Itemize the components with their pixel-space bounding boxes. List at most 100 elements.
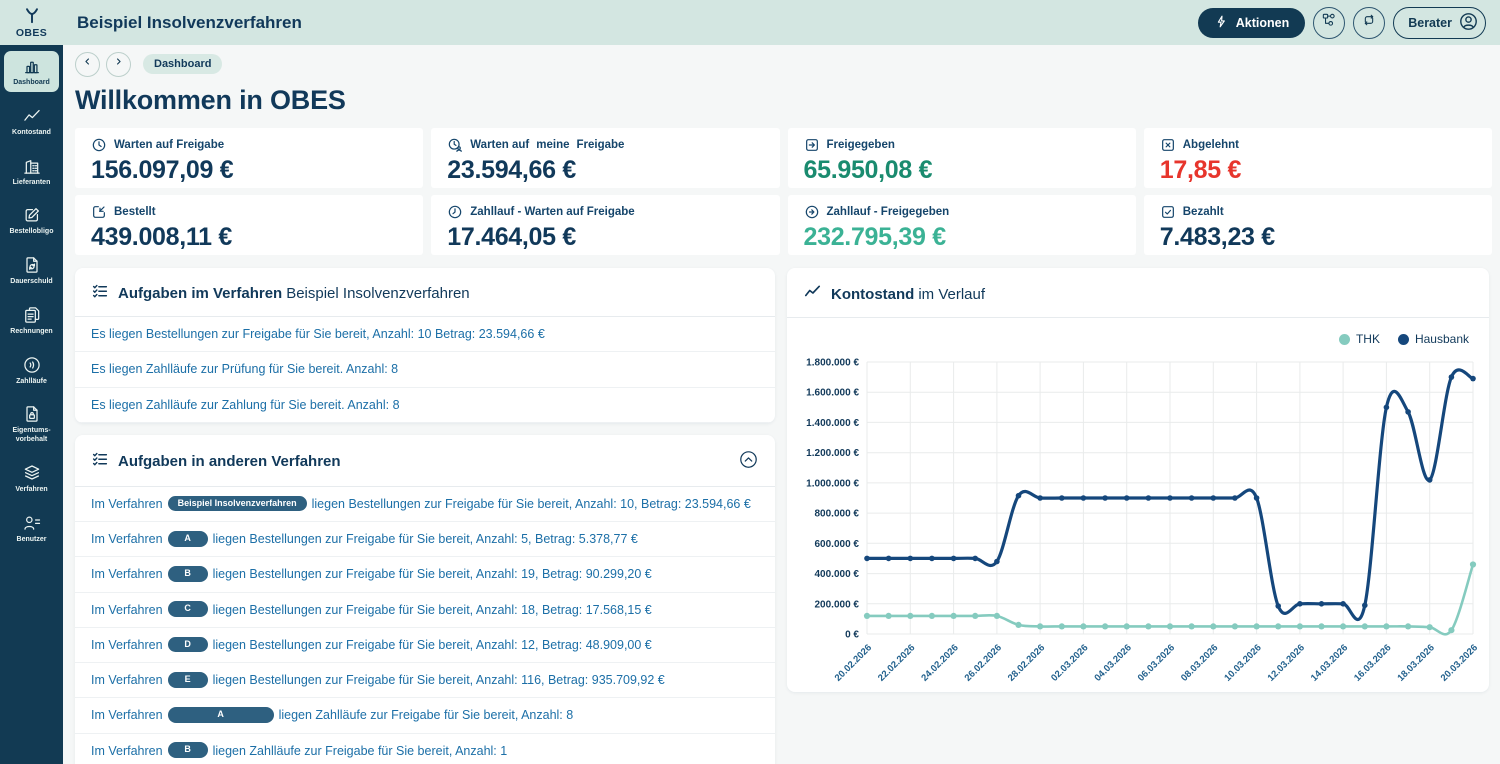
berater-button[interactable]: Berater [1393,6,1486,39]
kpi-tile-4[interactable]: Bestellt 439.008,11 € [75,195,424,255]
tasks-card-title: Aufgaben im Verfahren Beispiel Insolvenzv… [118,285,470,302]
sidebar-item-rechnungen[interactable]: Rechnungen [4,300,59,341]
building-icon [22,156,42,176]
kpi-tile-5[interactable]: Zahllauf - Warten auf Freigabe 17.464,05 … [431,195,780,255]
sidebar-item-dashboard[interactable]: Dashboard [4,51,59,92]
task-text: liegen Zahlläufe zur Freigabe für Sie be… [212,743,508,758]
svg-text:400.000 €: 400.000 € [815,569,860,580]
clock-user-icon [447,137,463,153]
obes-logo[interactable]: OBES [0,0,63,45]
kpi-value: 156.097,09 € [91,156,234,184]
svg-text:28.02.2026: 28.02.2026 [1006,642,1047,683]
nav-forward-button[interactable] [106,51,131,77]
hierarchy-button[interactable] [1313,6,1346,39]
breadcrumb-dashboard[interactable]: Dashboard [143,54,223,74]
kpi-label: Warten auf Freigabe [114,139,225,151]
sidebar-item-label: Lieferanten [12,178,51,186]
sidebar-item-verfahren[interactable]: Verfahren [4,458,59,499]
aktionen-button[interactable]: Aktionen [1197,7,1306,38]
sidebar-item-label: Benutzer [16,535,47,543]
bar-chart-icon [22,56,42,76]
collapse-button[interactable] [738,449,759,475]
box-arrow-icon [804,137,820,153]
svg-text:800.000 €: 800.000 € [815,509,860,520]
obes-logo-icon [22,7,42,29]
kpi-tile-1[interactable]: Warten auf meine Freigabe 23.594,66 € [431,128,780,188]
user-circle-icon [1458,11,1479,35]
kpi-grid: Warten auf Freigabe 156.097,09 € Warten au… [75,128,1492,255]
task-prefix: Im Verfahren [91,743,163,758]
hausbank-dot-icon [1397,333,1409,345]
svg-text:24.02.2026: 24.02.2026 [919,642,960,683]
line-chart-icon [22,106,42,126]
task-text: liegen Bestellungen zur Freigabe für Sie… [212,673,665,687]
sidebar-nav: Dashboard Kontostand Lieferanten Bestellobl… [0,45,63,764]
kpi-value: 17,85 € [1159,156,1242,184]
sidebar-item-label: Rechnungen [10,327,53,335]
switch-case-button[interactable] [1353,6,1386,39]
kpi-label: Zahllauf - Freigegeben [826,206,950,218]
svg-text:16.03.2026: 16.03.2026 [1352,642,1393,683]
svg-text:200.000 €: 200.000 € [815,599,860,610]
svg-text:0 €: 0 € [845,630,859,641]
sidebar-item-label: Dashboard [13,79,50,86]
doc-lock-icon [22,404,42,424]
svg-text:22.02.2026: 22.02.2026 [876,642,917,683]
svg-text:12.03.2026: 12.03.2026 [1266,642,1307,683]
task-text: liegen Bestellungen zur Freigabe für Sie… [212,637,652,652]
chevron-up-circle-icon [738,449,759,475]
clock-icon [91,137,107,153]
svg-text:04.03.2026: 04.03.2026 [1092,642,1133,683]
sidebar-item-eigentumsvorbehalt[interactable]: Eigentums-vorbehalt [4,399,59,449]
sidebar-item-lieferanten[interactable]: Lieferanten [4,151,59,192]
svg-text:1.600.000 €: 1.600.000 € [806,388,859,399]
sidebar-item-label: Dauerschuld [10,278,53,285]
legend-item-thk[interactable]: THK [1338,332,1380,346]
kpi-tile-6[interactable]: Zahllauf - Freigegeben 232.795,39 € [787,195,1136,255]
task-item[interactable]: Es liegen Zahlläufe zur Prüfung für Sie … [75,352,775,388]
other-task-item[interactable]: Im Verfahren Beispiel Insolvenzverfahren l… [75,487,775,522]
task-item[interactable]: Es liegen Zahlläufe zur Zahlung für Sie … [75,388,775,423]
chart-legend: THK Hausbank [787,318,1489,348]
sidebar-item-benutzer[interactable]: Benutzer [4,508,59,549]
user-lines-icon [22,513,42,533]
verfahren-badge: C [167,601,208,618]
kpi-tile-2[interactable]: Freigegeben 65.950,08 € [787,128,1136,188]
kpi-value: 7.483,23 € [1159,223,1275,251]
other-tasks-card-title: Aufgaben in anderen Verfahren [118,453,341,471]
sidebar-item-zahllaeufe[interactable]: Zahlläufe [4,350,59,391]
kpi-value: 23.594,66 € [447,156,577,184]
main-content: Dashboard Willkommen in OBES Warten auf … [63,45,1500,764]
kpi-label: Bezahlt [1182,206,1224,218]
verfahren-badge: A [167,530,208,547]
svg-text:08.03.2026: 08.03.2026 [1179,642,1220,683]
svg-text:600.000 €: 600.000 € [815,539,860,550]
sidebar-item-bestellobligo[interactable]: Bestellobligo [4,200,59,241]
kpi-tile-3[interactable]: Abgelehnt 17,85 € [1143,128,1492,188]
task-item[interactable]: Es liegen Bestellungen zur Freigabe für … [75,317,775,353]
legend-item-hausbank[interactable]: Hausbank [1397,332,1469,346]
kpi-tile-7[interactable]: Bezahlt 7.483,23 € [1143,195,1492,255]
task-text: liegen Bestellungen zur Freigabe für Sie… [212,567,652,582]
sidebar-item-kontostand[interactable]: Kontostand [4,101,59,142]
task-text: liegen Bestellungen zur Freigabe für Sie… [311,496,751,511]
verfahren-badge: B [167,566,208,582]
circle-clock-icon [447,204,463,220]
svg-text:20.03.2026: 20.03.2026 [1439,642,1480,683]
sidebar-item-dauerschuld[interactable]: Dauerschuld [4,250,59,291]
kpi-tile-0[interactable]: Warten auf Freigabe 156.097,09 € [75,128,424,188]
nav-back-button[interactable] [75,51,100,77]
task-prefix: Im Verfahren [91,708,163,723]
box-check-icon [1160,204,1176,220]
task-prefix: Im Verfahren [91,532,163,546]
svg-text:1.000.000 €: 1.000.000 € [806,478,859,489]
task-prefix: Im Verfahren [91,496,163,511]
kpi-value: 232.795,39 € [803,223,947,251]
